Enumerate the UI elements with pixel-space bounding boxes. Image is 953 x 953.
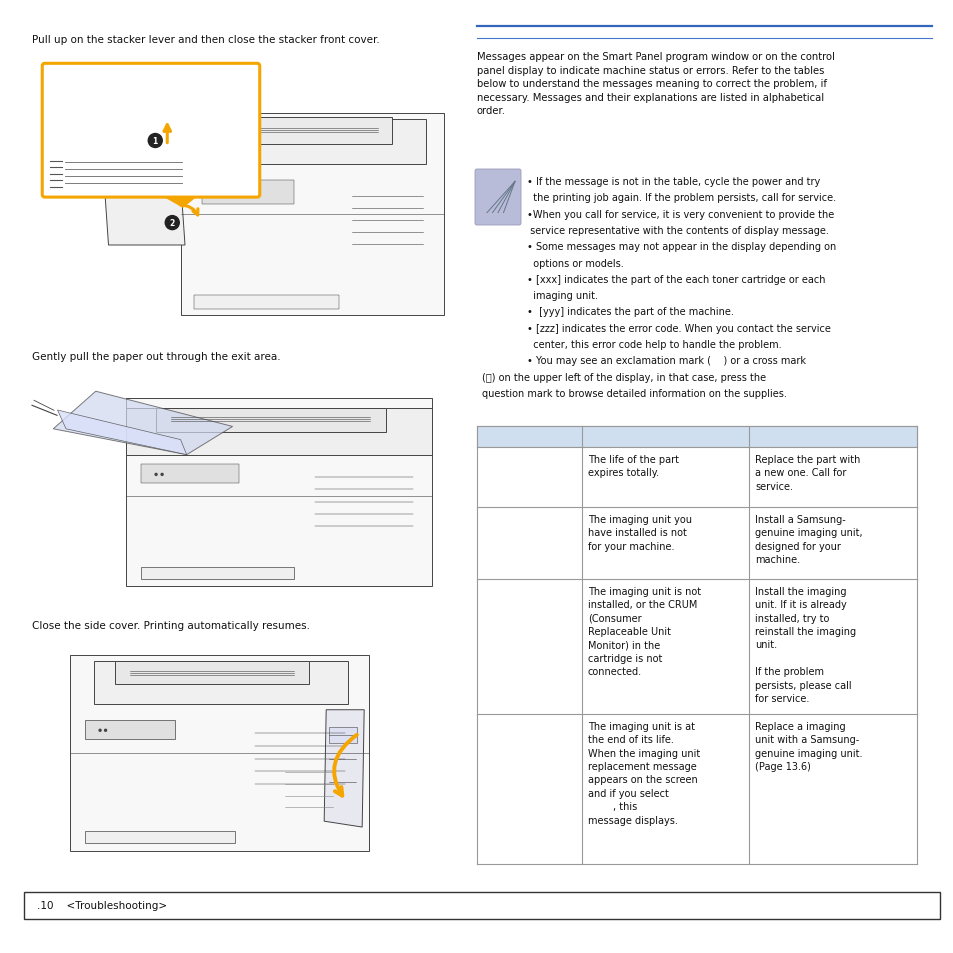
Text: The life of the part
expires totally.: The life of the part expires totally. [587, 455, 679, 477]
Text: The imaging unit is not
installed, or the CRUM
(Consumer
Replaceable Unit
Monito: The imaging unit is not installed, or th… [587, 586, 700, 677]
Bar [476, 579, 916, 714]
Text: The imaging unit you
have installed is not
for your machine.: The imaging unit you have installed is n… [587, 515, 691, 551]
Polygon shape [324, 710, 364, 827]
FancyBboxPatch shape [475, 170, 520, 226]
Circle shape [227, 193, 229, 196]
Bar [126, 399, 431, 587]
Bar [476, 714, 916, 864]
Bar [476, 507, 916, 579]
Bar [476, 448, 916, 507]
Text: • You may see an exclamation mark (    ) or a cross mark: • You may see an exclamation mark ( ) or… [526, 355, 805, 366]
Circle shape [161, 474, 163, 476]
Circle shape [99, 729, 101, 732]
Text: Install the imaging
unit. If it is already
installed, try to
reinstall the imagi: Install the imaging unit. If it is alrea… [754, 586, 855, 703]
Polygon shape [126, 408, 431, 456]
Bar [94, 661, 348, 704]
Text: question mark to browse detailed information on the supplies.: question mark to browse detailed informa… [481, 389, 786, 398]
Bar [85, 831, 234, 842]
Bar [24, 892, 939, 919]
Text: Install a Samsung-
genuine imaging unit,
designed for your
machine.: Install a Samsung- genuine imaging unit,… [754, 515, 862, 564]
Circle shape [105, 729, 107, 732]
Text: (ⓧ) on the upper left of the display, in that case, press the: (ⓧ) on the upper left of the display, in… [481, 373, 765, 382]
Bar [193, 120, 425, 165]
Text: 1: 1 [152, 137, 157, 146]
Polygon shape [104, 184, 185, 246]
Bar [141, 464, 238, 483]
Bar [476, 427, 916, 448]
Bar [115, 661, 309, 684]
Bar [193, 295, 338, 310]
Text: The imaging unit is at
the end of its life.
When the imaging unit
replacement me: The imaging unit is at the end of its li… [587, 721, 700, 824]
Text: • If the message is not in the table, cycle the power and try: • If the message is not in the table, cy… [526, 177, 820, 187]
Circle shape [148, 134, 162, 149]
Text: Close the side cover. Printing automatically resumes.: Close the side cover. Printing automatic… [32, 620, 310, 630]
Text: .10    <Troubleshooting>: .10 <Troubleshooting> [37, 901, 167, 910]
Text: • Some messages may not appear in the display depending on: • Some messages may not appear in the di… [526, 242, 836, 252]
Text: center, this error code help to handle the problem.: center, this error code help to handle t… [526, 339, 781, 350]
Text: the printing job again. If the problem persists, call for service.: the printing job again. If the problem p… [526, 193, 835, 203]
Circle shape [233, 193, 235, 196]
Polygon shape [53, 392, 233, 456]
Bar [71, 656, 369, 851]
Bar [85, 720, 174, 740]
Bar [180, 114, 444, 315]
Polygon shape [161, 195, 197, 208]
Text: options or models.: options or models. [526, 258, 623, 268]
Polygon shape [57, 411, 187, 456]
Bar [141, 568, 294, 579]
Text: Pull up on the stacker lever and then close the stacker front cover.: Pull up on the stacker lever and then cl… [32, 35, 379, 45]
Text: Gently pull the paper out through the exit area.: Gently pull the paper out through the ex… [32, 352, 280, 361]
Circle shape [165, 216, 179, 231]
Bar [329, 727, 356, 743]
Text: imaging unit.: imaging unit. [526, 291, 598, 301]
Text: 2: 2 [170, 219, 174, 228]
FancyBboxPatch shape [42, 64, 259, 198]
Text: • [zzz] indicates the error code. When you contact the service: • [zzz] indicates the error code. When y… [526, 323, 830, 334]
Bar [220, 118, 391, 145]
Text: • [xxx] indicates the part of the each toner cartridge or each: • [xxx] indicates the part of the each t… [526, 274, 824, 285]
Text: Messages appear on the Smart Panel program window or on the control
panel displa: Messages appear on the Smart Panel progr… [476, 52, 834, 116]
Text: service representative with the contents of display message.: service representative with the contents… [526, 226, 828, 235]
Text: Replace the part with
a new one. Call for
service.: Replace the part with a new one. Call fo… [754, 455, 860, 491]
Circle shape [239, 193, 241, 196]
Text: Replace a imaging
unit with a Samsung-
genuine imaging unit.
(Page 13.6): Replace a imaging unit with a Samsung- g… [754, 721, 862, 771]
Text: •  [yyy] indicates the part of the machine.: • [yyy] indicates the part of the machin… [526, 307, 733, 317]
Bar [202, 181, 294, 205]
Bar [156, 408, 385, 433]
Text: •When you call for service, it is very convenient to provide the: •When you call for service, it is very c… [526, 210, 833, 219]
Circle shape [155, 474, 157, 476]
